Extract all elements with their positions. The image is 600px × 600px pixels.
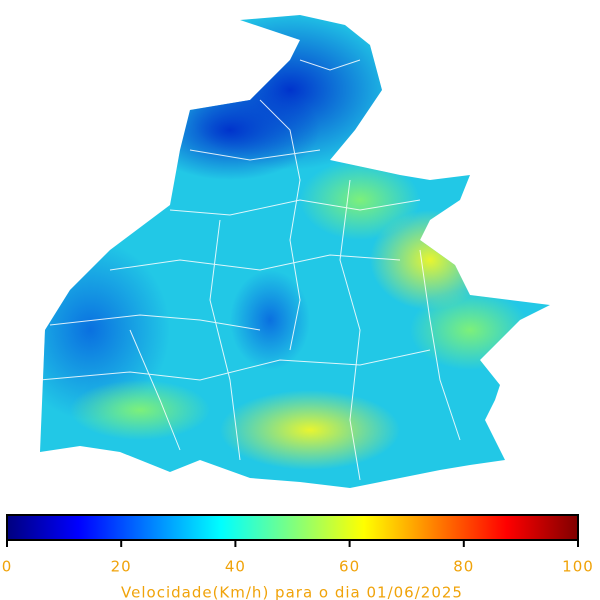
colorbar-tick-label: 20	[111, 558, 132, 576]
colorbar-tick-label: 40	[225, 558, 246, 576]
colorbar-tick-label: 100	[562, 558, 594, 576]
colorbar-tick-label: 80	[453, 558, 474, 576]
colorbar-tick-label: 60	[339, 558, 360, 576]
map-area	[40, 15, 550, 488]
colorbar-tick-label: 0	[2, 558, 13, 576]
colorbar-label: Velocidade(Km/h) para o dia 01/06/2025	[121, 584, 463, 600]
colorbar	[6, 514, 579, 541]
